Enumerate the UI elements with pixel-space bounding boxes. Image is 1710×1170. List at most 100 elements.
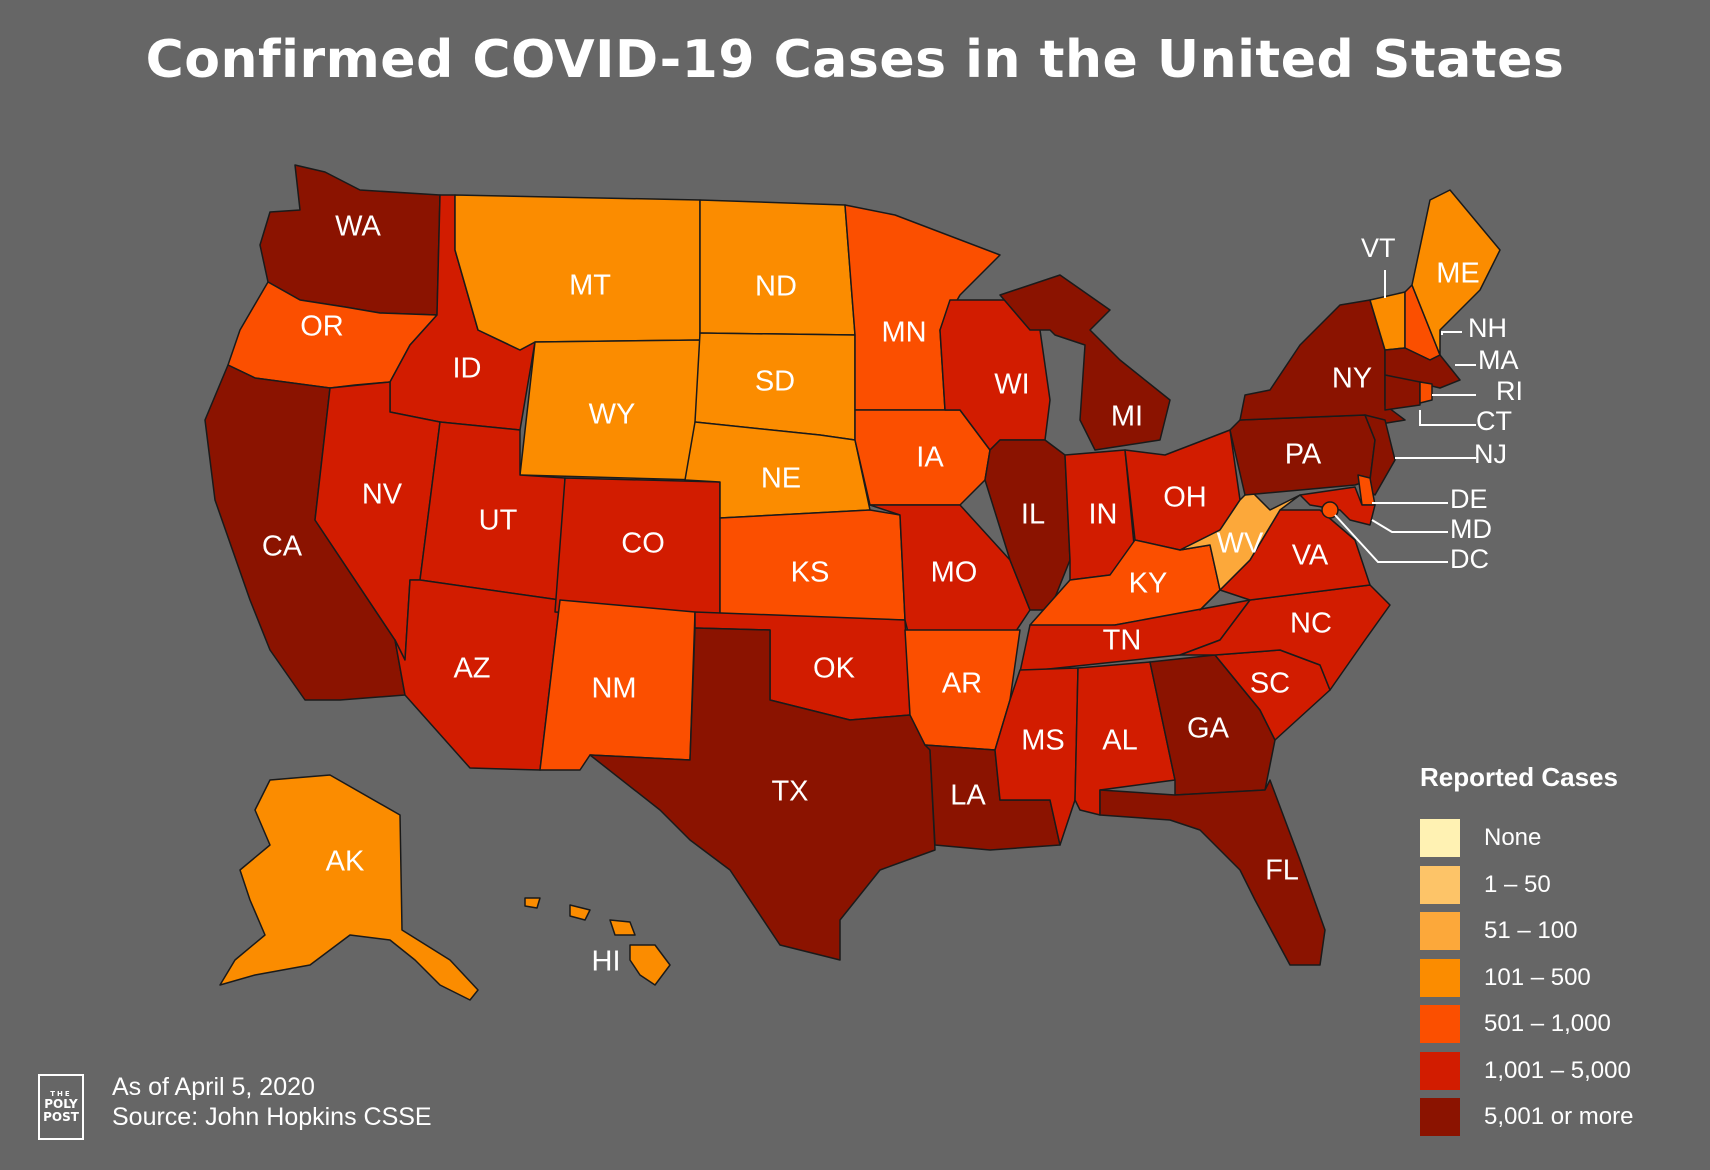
legend-swatch: [1420, 1051, 1460, 1090]
label-va: VA: [1292, 540, 1329, 572]
state-mi[interactable]: [999, 274, 1171, 451]
label-mn: MN: [881, 317, 926, 349]
legend-items: None 1 – 50 51 – 100 101 – 500 501 – 1,000 1,…: [1420, 815, 1700, 1141]
label-sd: SD: [755, 366, 795, 398]
legend-swatch: [1420, 819, 1460, 858]
label-wv: WV: [1217, 528, 1264, 560]
legend-item: 501 – 1,000: [1420, 1001, 1700, 1048]
label-oh: OH: [1163, 482, 1207, 514]
legend-item: 101 – 500: [1420, 955, 1700, 1002]
label-ky: KY: [1129, 568, 1168, 600]
legend-item: 1 – 50: [1420, 862, 1700, 909]
label-ar: AR: [942, 668, 982, 700]
legend-swatch: [1420, 865, 1460, 904]
label-ks: KS: [791, 557, 830, 589]
state-hi[interactable]: [524, 897, 671, 986]
label-or: OR: [300, 311, 344, 343]
label-de: DE: [1450, 484, 1488, 514]
label-in: IN: [1089, 499, 1118, 531]
legend-label: 1 – 50: [1484, 870, 1551, 898]
state-dc[interactable]: [1321, 501, 1339, 519]
label-il: IL: [1021, 499, 1045, 531]
state-ct[interactable]: [1384, 374, 1421, 411]
legend-swatch: [1420, 1098, 1460, 1137]
label-nh: NH: [1468, 313, 1507, 343]
label-az: AZ: [453, 653, 490, 685]
data-source: Source: John Hopkins CSSE: [112, 1103, 432, 1131]
legend-swatch: [1420, 912, 1460, 951]
label-la: LA: [950, 780, 986, 812]
label-me: ME: [1436, 258, 1480, 290]
label-nc: NC: [1290, 608, 1332, 640]
label-dc: DC: [1450, 544, 1489, 574]
logo-line-1: THE: [50, 1089, 72, 1098]
label-ok: OK: [813, 653, 856, 685]
label-mi: MI: [1111, 401, 1143, 433]
label-wi: WI: [994, 369, 1029, 401]
legend-swatch: [1420, 958, 1460, 997]
leader-ct: [1419, 410, 1476, 426]
leader-nh: [1441, 331, 1462, 335]
label-ut: UT: [479, 505, 518, 537]
label-ga: GA: [1187, 713, 1230, 745]
label-mo: MO: [931, 557, 978, 589]
legend: Reported Cases None 1 – 50 51 – 100 101 – 5…: [1420, 762, 1700, 1141]
state-il[interactable]: [984, 439, 1071, 611]
logo-line-2: POLY: [44, 1097, 78, 1112]
label-ca: CA: [262, 531, 303, 563]
label-ma: MA: [1478, 345, 1519, 375]
leader-dc: [1334, 514, 1448, 563]
label-ne: NE: [761, 463, 801, 495]
label-ms: MS: [1021, 725, 1065, 757]
legend-label: 501 – 1,000: [1484, 1010, 1611, 1038]
label-pa: PA: [1285, 439, 1322, 471]
label-mt: MT: [569, 270, 611, 302]
label-nj: NJ: [1474, 439, 1507, 469]
label-ri: RI: [1496, 376, 1523, 406]
state-me[interactable]: [1411, 189, 1501, 356]
label-tn: TN: [1103, 625, 1142, 657]
label-ak: AK: [326, 846, 365, 878]
legend-label: 5,001 or more: [1484, 1103, 1634, 1131]
legend-item: 51 – 100: [1420, 908, 1700, 955]
footer: THE POLY POST As of April 5, 2020 Source…: [38, 1072, 432, 1140]
label-vt: VT: [1361, 233, 1396, 263]
label-tx: TX: [771, 776, 808, 808]
label-wa: WA: [335, 211, 381, 243]
as-of-date: As of April 5, 2020: [112, 1073, 315, 1101]
legend-label: 1,001 – 5,000: [1484, 1056, 1631, 1084]
legend-item: 1,001 – 5,000: [1420, 1048, 1700, 1095]
legend-label: None: [1484, 824, 1542, 852]
label-ny: NY: [1332, 363, 1372, 395]
label-nv: NV: [362, 479, 403, 511]
poly-post-logo: THE POLY POST: [38, 1074, 84, 1140]
label-ia: IA: [916, 442, 944, 474]
label-al: AL: [1102, 725, 1137, 757]
label-co: CO: [621, 528, 665, 560]
label-hi: HI: [592, 946, 621, 978]
state-ak[interactable]: [219, 774, 479, 1001]
label-sc: SC: [1250, 668, 1290, 700]
label-wy: WY: [589, 399, 636, 431]
leader-md: [1371, 519, 1448, 533]
legend-swatch: [1420, 1005, 1460, 1044]
label-id: ID: [453, 353, 482, 385]
state-nd[interactable]: [699, 199, 856, 336]
label-ct: CT: [1476, 406, 1512, 436]
state-fl[interactable]: [1099, 779, 1326, 966]
label-nm: NM: [591, 673, 636, 705]
state-tx[interactable]: [589, 627, 936, 961]
footer-text: As of April 5, 2020 Source: John Hopkins…: [112, 1072, 432, 1132]
legend-item: 5,001 or more: [1420, 1094, 1700, 1141]
legend-label: 51 – 100: [1484, 917, 1578, 945]
state-ri[interactable]: [1419, 381, 1433, 404]
logo-line-3: POST: [43, 1109, 79, 1124]
legend-item: None: [1420, 815, 1700, 862]
label-nd: ND: [755, 271, 797, 303]
legend-title: Reported Cases: [1420, 762, 1618, 792]
label-md: MD: [1450, 514, 1492, 544]
legend-label: 101 – 500: [1484, 963, 1591, 991]
state-nc[interactable]: [1179, 584, 1391, 691]
map-title: Confirmed COVID-19 Cases in the United S…: [145, 30, 1565, 90]
